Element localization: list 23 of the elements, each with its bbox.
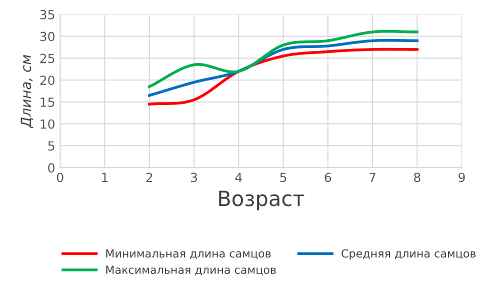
y-tick-label: 0 bbox=[48, 163, 54, 173]
y-axis-title: Длина, см bbox=[20, 54, 34, 128]
x-tick-label: 9 bbox=[458, 172, 465, 182]
x-tick-label: 3 bbox=[190, 172, 197, 182]
legend-label: Средняя длина самцов bbox=[342, 249, 476, 260]
x-tick-label: 5 bbox=[280, 172, 286, 182]
x-axis-title: Возраст bbox=[219, 190, 304, 210]
x-tick-label: 8 bbox=[414, 172, 420, 182]
y-tick-label: 25 bbox=[40, 54, 54, 64]
x-tick-label: 0 bbox=[56, 172, 64, 182]
y-tick-label: 30 bbox=[40, 32, 54, 42]
x-tick-label: 2 bbox=[146, 172, 152, 182]
x-tick-label: 6 bbox=[324, 172, 332, 182]
x-tick-label: 4 bbox=[235, 172, 242, 182]
x-tick-label: 1 bbox=[102, 172, 108, 182]
y-tick-label: 10 bbox=[40, 119, 54, 129]
legend-label: Максимальная длина самцов bbox=[106, 266, 276, 276]
x-tick-label: 7 bbox=[370, 172, 376, 182]
y-tick-label: 15 bbox=[40, 98, 54, 107]
legend-label: Минимальная длина самцов bbox=[106, 249, 271, 260]
y-tick-label: 35 bbox=[40, 10, 54, 20]
y-tick-label: 20 bbox=[40, 76, 54, 86]
y-tick-label: 5 bbox=[48, 141, 54, 151]
